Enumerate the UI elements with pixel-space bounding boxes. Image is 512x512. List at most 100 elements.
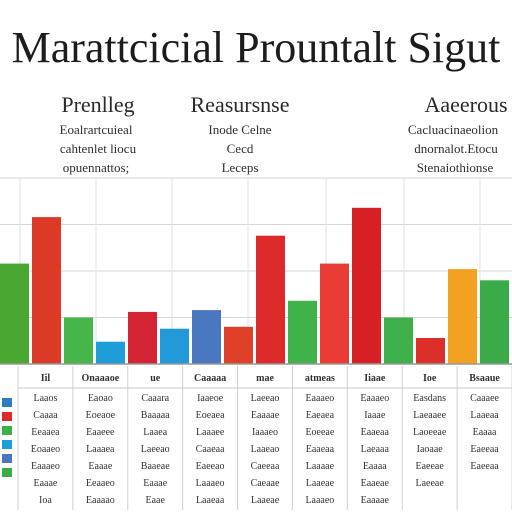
- legend-swatch: [2, 468, 12, 477]
- table-cell: Eaae: [146, 495, 166, 506]
- table-header-cell: Onaaaoe: [81, 373, 119, 384]
- table-cell: Eaaaae: [251, 410, 280, 421]
- bar: [288, 300, 317, 364]
- table-cell: Laoeeae: [413, 427, 447, 438]
- legend-swatch: [2, 426, 12, 435]
- table-cell: Laaeae: [251, 495, 280, 506]
- bar: [256, 235, 285, 364]
- table-cell: Laaos: [33, 393, 57, 404]
- table-cell: Eaaaeo: [31, 461, 60, 472]
- section-label: Aaeerous: [424, 92, 507, 117]
- bar: [416, 338, 445, 364]
- table-cell: Baaaaa: [141, 410, 170, 421]
- table-header-cell: atmeas: [305, 373, 335, 384]
- bar: [224, 326, 253, 364]
- table-header-cell: mae: [256, 373, 274, 384]
- bar: [448, 269, 477, 364]
- section-note: cahtenlet liocu: [60, 141, 137, 156]
- table-cell: Laaaae: [306, 461, 335, 472]
- table-cell: Eoaaeo: [31, 444, 60, 455]
- table-cell: Eaoao: [88, 393, 113, 404]
- table-header-cell: ue: [150, 373, 161, 384]
- table-cell: Eoeaea: [196, 410, 225, 421]
- table-cell: Eaeeaa: [470, 444, 499, 455]
- section-note: dnornalot.Etocu: [414, 141, 498, 156]
- chart-title: Marattcicial Prountalt Sigut: [12, 23, 501, 72]
- data-table: Iil Onaaaoe ue Caaaaa mae atmeas Iiaae Ioe Bsaau…: [2, 366, 512, 510]
- section-note: Stenaiothionse: [417, 160, 494, 175]
- table-cell: Eaeaea: [306, 410, 335, 421]
- table-cell: Eaaae: [143, 478, 167, 489]
- bar: [96, 341, 125, 364]
- table-cell: Baaeae: [141, 461, 170, 472]
- table-cell: Laeeao: [251, 393, 280, 404]
- table-cell: Eaaeaa: [306, 444, 335, 455]
- legend-swatch: [2, 412, 12, 421]
- table-cell: Laaeaa: [470, 410, 499, 421]
- bar: [352, 207, 381, 364]
- table-cell: Laaeao: [251, 444, 280, 455]
- table-cell: Iaaaeo: [252, 427, 278, 438]
- table-cell: Laeeao: [141, 444, 170, 455]
- table-cell: Caaaee: [470, 393, 499, 404]
- table-cell: Eoeeae: [305, 427, 334, 438]
- table-cell: Laaaea: [86, 444, 115, 455]
- table-cell: Eaaeee: [86, 427, 115, 438]
- table-cell: Iaoaae: [417, 444, 444, 455]
- table-header-cell: Bsaaue: [469, 373, 500, 384]
- bar: [64, 317, 93, 364]
- table-cell: Eaaaae: [361, 495, 390, 506]
- bar: [160, 328, 189, 364]
- bar-series: [0, 207, 512, 365]
- legend-swatch: [2, 440, 12, 449]
- table-cell: Laaaee: [196, 427, 225, 438]
- table-cell: Caeaae: [251, 478, 280, 489]
- table-header-cell: Iiaae: [364, 373, 386, 384]
- table-cell: Caaaa: [33, 410, 58, 421]
- table-cell: Eaaae: [88, 461, 112, 472]
- table-header-cell: Ioe: [423, 373, 437, 384]
- section-note: Inode Celne: [208, 122, 271, 137]
- bar: [480, 280, 509, 364]
- section-note: Eoalrartcuieal: [60, 122, 133, 137]
- table-cell: Eeaaea: [31, 427, 60, 438]
- section-label: Reasursnse: [191, 92, 290, 117]
- table-cell: Eoeaoe: [86, 410, 116, 421]
- table-cell: Laeaaee: [413, 410, 446, 421]
- legend-swatch: [2, 398, 12, 407]
- table-cell: Caaeaa: [196, 444, 225, 455]
- bar: [384, 317, 413, 364]
- table-cell: Easdans: [413, 393, 446, 404]
- table-cell: Caaara: [141, 393, 169, 404]
- table-cell: Eaeeae: [416, 461, 445, 472]
- table-cell: Laaaeo: [305, 495, 334, 506]
- table-cell: Laaea: [143, 427, 167, 438]
- bar: [192, 310, 221, 364]
- table-cell: Caeeaa: [251, 461, 280, 472]
- table-cell: Laaaeo: [196, 478, 225, 489]
- table-cell: Eaaaao: [86, 495, 115, 506]
- bar: [32, 217, 61, 364]
- section-note: Cecd: [227, 141, 254, 156]
- table-cell: Eaeeao: [196, 461, 225, 472]
- table-cell: Eaaae: [34, 478, 58, 489]
- table-cell: Eaaeaa: [361, 427, 390, 438]
- table-cell: Eeaaeo: [86, 478, 115, 489]
- table-cell: Eaaaeo: [360, 393, 389, 404]
- table-cell: Eaaaeo: [305, 393, 334, 404]
- bar: [320, 263, 349, 364]
- section-note: Leceps: [222, 160, 259, 175]
- table-cell: Eaaaa: [363, 461, 387, 472]
- section-label: Prenlleg: [61, 92, 134, 117]
- section-note: Cacluacinaeolion: [408, 122, 499, 137]
- table-cell: Eaaaa: [473, 427, 497, 438]
- bar: [0, 263, 29, 364]
- table-cell: Ioa: [39, 495, 52, 506]
- table-cell: Eaaeae: [361, 478, 390, 489]
- table-cell: Eaeeaa: [470, 461, 499, 472]
- table-cell: Laaeaa: [196, 495, 225, 506]
- table-cell: Laeeae: [416, 478, 445, 489]
- table-cell: Laeaaa: [361, 444, 390, 455]
- table-cell: Laaeae: [306, 478, 335, 489]
